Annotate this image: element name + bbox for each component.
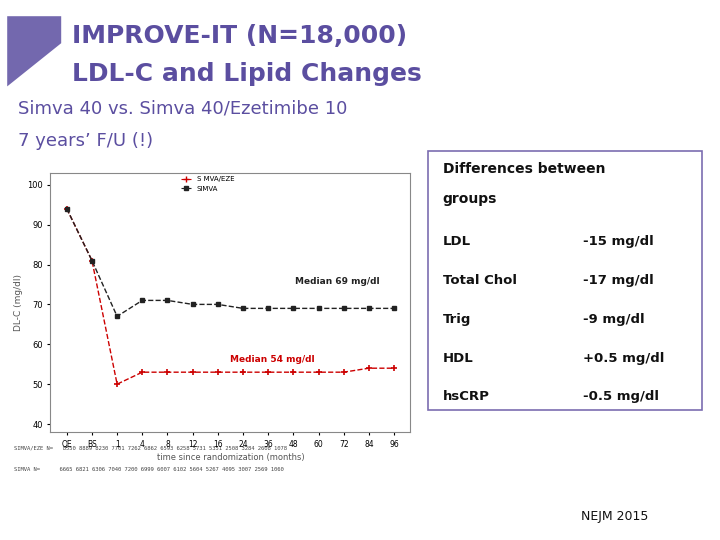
Text: -0.5 mg/dl: -0.5 mg/dl bbox=[583, 390, 660, 403]
Text: LDL-C and Lipid Changes: LDL-C and Lipid Changes bbox=[72, 62, 422, 86]
Text: -9 mg/dl: -9 mg/dl bbox=[583, 313, 645, 326]
Polygon shape bbox=[7, 16, 61, 86]
Text: -17 mg/dl: -17 mg/dl bbox=[583, 274, 654, 287]
Text: +0.5 mg/dl: +0.5 mg/dl bbox=[583, 352, 665, 365]
Text: LDL: LDL bbox=[443, 235, 471, 248]
Text: SIMVA N=      6665 6821 6306 7040 7200 6999 6007 6102 5604 5267 4095 3007 2569 1: SIMVA N= 6665 6821 6306 7040 7200 6999 6… bbox=[14, 467, 284, 472]
Text: IMPROVE-IT (N=18,000): IMPROVE-IT (N=18,000) bbox=[72, 24, 407, 48]
Text: groups: groups bbox=[443, 192, 498, 206]
Text: Differences between: Differences between bbox=[443, 162, 606, 176]
Text: NEJM 2015: NEJM 2015 bbox=[580, 510, 648, 523]
X-axis label: time since randomization (months): time since randomization (months) bbox=[156, 453, 305, 462]
Text: Median 54 mg/dl: Median 54 mg/dl bbox=[230, 355, 315, 364]
Text: Trig: Trig bbox=[443, 313, 471, 326]
Text: Total Chol: Total Chol bbox=[443, 274, 517, 287]
Text: 7 years’ F/U (!): 7 years’ F/U (!) bbox=[18, 132, 153, 150]
Text: SIMVA/EZE N=   8550 8889 8230 7701 7262 6862 6593 6258 5731 5351 2508 3284 2608 : SIMVA/EZE N= 8550 8889 8230 7701 7262 68… bbox=[14, 446, 287, 450]
Text: HDL: HDL bbox=[443, 352, 474, 365]
Legend: S MVA/EZE, SIMVA: S MVA/EZE, SIMVA bbox=[181, 176, 234, 192]
Text: -15 mg/dl: -15 mg/dl bbox=[583, 235, 654, 248]
Text: Simva 40 vs. Simva 40/Ezetimibe 10: Simva 40 vs. Simva 40/Ezetimibe 10 bbox=[18, 100, 347, 118]
Y-axis label: DL-C (mg/dl): DL-C (mg/dl) bbox=[14, 274, 23, 331]
FancyBboxPatch shape bbox=[428, 151, 702, 410]
Text: Median 69 mg/dl: Median 69 mg/dl bbox=[295, 277, 380, 286]
Text: hsCRP: hsCRP bbox=[443, 390, 490, 403]
